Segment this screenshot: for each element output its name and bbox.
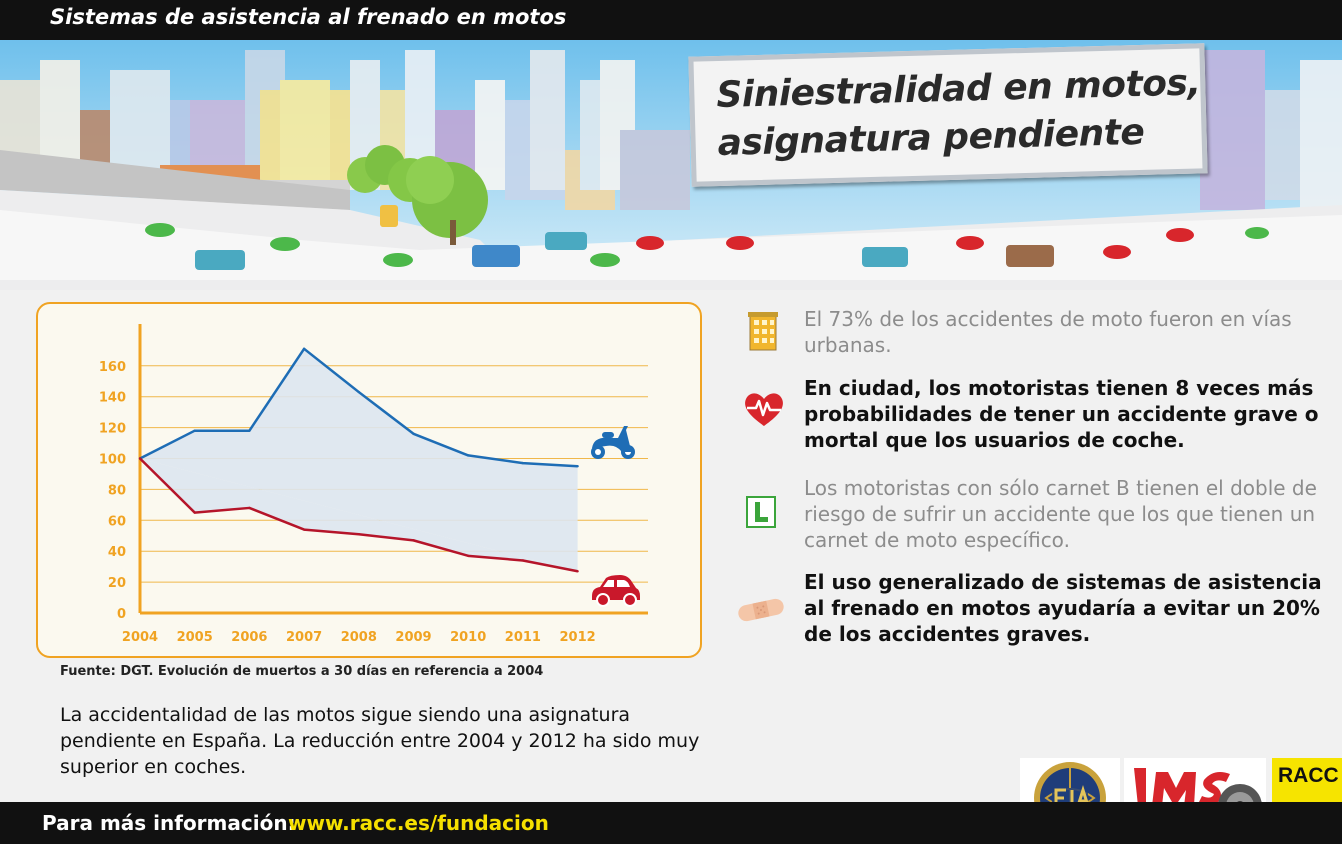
y-tick-label: 20 xyxy=(108,576,126,591)
building-icon xyxy=(748,312,778,351)
x-tick-label: 2011 xyxy=(505,630,541,645)
x-tick-label: 2004 xyxy=(122,630,158,645)
y-tick-label: 80 xyxy=(108,483,126,498)
data-point xyxy=(302,528,306,531)
data-point xyxy=(193,511,196,514)
footer-label: Para más información: xyxy=(42,811,296,835)
learner-plate-icon xyxy=(746,496,776,528)
page-title: Sistemas de asistencia al frenado en mot… xyxy=(50,5,567,29)
x-tick-label: 2012 xyxy=(560,630,596,645)
x-tick-label: 2007 xyxy=(286,630,322,645)
x-tick-label: 2006 xyxy=(231,630,267,645)
data-point xyxy=(357,533,360,536)
header-bar: Sistemas de asistencia al frenado en mot… xyxy=(0,0,1342,40)
data-point xyxy=(412,539,415,542)
area-fill-upper xyxy=(140,348,578,572)
y-tick-label: 40 xyxy=(108,545,126,560)
billboard: Siniestralidad en motos, asignatura pend… xyxy=(688,43,1208,187)
fact-urban-roads: El 73% de los accidentes de moto fueron … xyxy=(804,307,1292,357)
heartbeat-icon xyxy=(745,393,783,426)
y-tick-label: 140 xyxy=(99,391,126,406)
bandage-icon xyxy=(738,598,784,622)
footer-link[interactable]: www.racc.es/fundacion xyxy=(288,811,549,835)
y-tick-label: 100 xyxy=(99,453,126,468)
data-point xyxy=(576,465,579,468)
fact-licence-b: Los motoristas con sólo carnet B tienen … xyxy=(804,476,1317,552)
y-tick-label: 120 xyxy=(99,422,126,437)
chart-frame: 0 20 40 60 80 100 120 140 160 2004 2005 2006 2007 200… xyxy=(36,302,702,658)
data-point xyxy=(467,454,470,457)
source-note: Fuente: DGT. Evolución de muertos a 30 d… xyxy=(60,664,544,679)
fact-braking-systems: El uso generalizado de sistemas de asist… xyxy=(804,570,1322,646)
scooter-icon xyxy=(591,426,635,459)
x-tick-label: 2009 xyxy=(395,630,431,645)
footer-bar: Para más información: www.racc.es/fundac… xyxy=(0,802,1342,844)
data-point xyxy=(521,461,525,465)
headline-line-1: Siniestralidad en motos, xyxy=(715,62,1202,117)
data-point xyxy=(193,429,196,432)
area-fill-lower xyxy=(140,458,578,572)
data-point xyxy=(412,432,415,435)
y-tick-label: 60 xyxy=(108,514,126,529)
data-point xyxy=(248,429,251,432)
data-point xyxy=(521,559,525,562)
fact-urban-risk: En ciudad, los motoristas tienen 8 veces… xyxy=(804,376,1319,452)
line-chart: 0 20 40 60 80 100 120 140 160 2004 2005 2006 2007 200… xyxy=(99,324,648,645)
data-point xyxy=(576,570,579,573)
racc-logo-text: RACC xyxy=(1278,764,1339,787)
x-tick-label: 2010 xyxy=(450,630,486,645)
y-tick-label: 0 xyxy=(117,607,126,622)
data-point xyxy=(138,457,142,460)
data-point xyxy=(248,506,251,510)
x-tick-label: 2005 xyxy=(177,630,213,645)
data-point xyxy=(302,347,306,351)
car-icon xyxy=(592,575,640,607)
summary-text: La accidentalidad de las motos sigue sie… xyxy=(60,704,700,778)
y-tick-label: 160 xyxy=(99,360,126,375)
headline-line-2: asignatura pendiente xyxy=(717,111,1145,165)
data-point xyxy=(467,554,470,558)
data-point xyxy=(357,390,360,394)
x-tick-label: 2008 xyxy=(341,630,377,645)
